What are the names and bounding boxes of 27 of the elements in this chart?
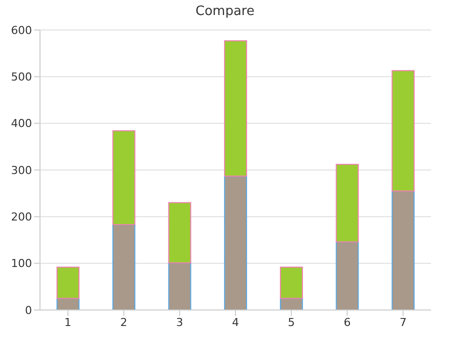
chart-title: Compare [194,3,256,21]
y-tick-label: 400 [11,117,32,130]
y-tick-label: 600 [11,24,32,37]
y-tick-label: 100 [11,257,32,270]
x-tick-label: 1 [64,316,72,329]
bar [224,40,248,177]
x-tick-label: 4 [232,316,239,329]
bar [280,266,303,299]
bar [224,176,248,310]
y-tick-label: 0 [25,304,32,317]
x-tick-label: 2 [120,316,128,329]
bar [392,190,415,310]
x-tick-label: 5 [288,316,295,329]
x-tick-label: 3 [176,316,184,329]
x-tick-label: 6 [344,316,351,329]
bar [112,224,136,310]
x-tick-label: 7 [400,316,407,329]
bar [336,241,359,310]
y-tick-label: 200 [11,210,32,224]
y-tick-label: 300 [11,164,32,177]
bar [112,130,136,226]
bar [56,266,80,299]
bar [168,202,192,264]
bar [392,70,415,192]
bar [336,164,359,242]
bar [168,262,192,310]
y-tick-label: 500 [11,70,32,84]
